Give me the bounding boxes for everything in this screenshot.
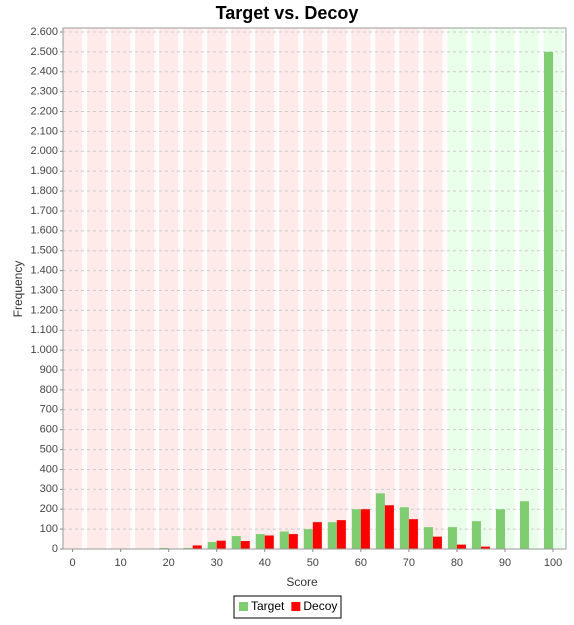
stripe [250,28,256,549]
x-tick-label: 20 [163,557,175,569]
y-tick-label: 2.400 [30,66,58,78]
y-tick-label: 300 [40,483,58,495]
stripe [538,28,544,549]
y-tick-label: 1.200 [30,304,58,316]
stripe [202,28,208,549]
bar [255,534,265,549]
y-tick-label: 600 [40,424,58,436]
y-tick-label: 1.800 [30,185,58,197]
plot-border [62,27,567,550]
y-tick-label: 900 [40,364,58,376]
bar [456,544,466,549]
x-tick-label: 100 [544,557,562,569]
bar [351,509,361,549]
x-tick-label: 10 [115,557,127,569]
bar [480,546,490,549]
y-tick-label: 400 [40,463,58,475]
y-tick-label: 2.500 [30,46,58,58]
y-tick-label: 2.000 [30,145,58,157]
bar [327,522,337,549]
bar [495,509,505,549]
bar [303,529,313,549]
bar [375,493,385,549]
chart-title: Target vs. Decoy [216,3,359,23]
stripe [442,28,448,549]
x-tick-label: 0 [70,557,76,569]
legend: Target Decoy [233,595,342,619]
x-tick-label: 50 [307,557,319,569]
y-tick-label: 2.200 [30,105,58,117]
y-tick-label: 1.300 [30,284,58,296]
bar [360,509,370,549]
y-tick-label: 800 [40,384,58,396]
stripe [346,28,352,549]
y-tick-label: 1.700 [30,205,58,217]
legend-swatch [291,602,301,611]
y-tick-label: 700 [40,404,58,416]
x-tick-label: 70 [403,557,415,569]
bar [264,535,274,549]
stripe [226,28,232,549]
bar [279,531,289,549]
y-tick-label: 1.100 [30,324,58,336]
legend-box [233,595,342,619]
x-tick-label: 60 [355,557,367,569]
legend-label: Target [251,599,285,613]
x-tick-label: 90 [499,557,511,569]
stripe [370,28,376,549]
stripe [418,28,424,549]
stripe [562,28,568,549]
bar [471,521,481,549]
bar [240,541,250,549]
stripe [322,28,328,549]
y-tick-label: 1.000 [30,344,58,356]
y-tick-label: 0 [52,543,58,555]
bar [408,519,418,549]
stripe [130,28,136,549]
bar [216,540,226,549]
bar [447,527,457,549]
stripe [298,28,304,549]
stripe [466,28,472,549]
stripe [178,28,184,549]
bar [399,507,409,549]
y-tick-label: 200 [40,503,58,515]
stripe [82,28,88,549]
bar [423,527,433,549]
bar [432,536,442,549]
stripe [490,28,496,549]
y-tick-label: 1.600 [30,225,58,237]
stripe [154,28,160,549]
y-tick-label: 1.900 [30,165,58,177]
legend-swatch [239,602,248,611]
bar [544,51,554,549]
stripe [394,28,400,549]
y-tick-label: 2.300 [30,86,58,98]
x-tick-label: 40 [259,557,271,569]
y-tick-label: 2.600 [30,26,58,38]
y-tick-label: 100 [40,523,58,535]
bar [336,520,346,549]
bar [312,522,322,549]
bar [207,542,217,549]
stripe [274,28,280,549]
x-tick-label: 80 [451,557,463,569]
bar [288,534,298,549]
y-axis-label: Frequency [11,261,25,318]
stripe [106,28,112,549]
y-tick-label: 1.400 [30,265,58,277]
y-tick-label: 2.100 [30,125,58,137]
stripe [514,28,520,549]
y-tick-label: 500 [40,443,58,455]
bar [519,501,530,549]
bar [384,505,394,549]
x-tick-label: 30 [211,557,223,569]
y-tick-label: 1.500 [30,245,58,257]
legend-label: Decoy [303,599,337,613]
x-axis-label: Score [286,575,318,589]
bar [192,545,202,549]
bar [231,536,241,549]
